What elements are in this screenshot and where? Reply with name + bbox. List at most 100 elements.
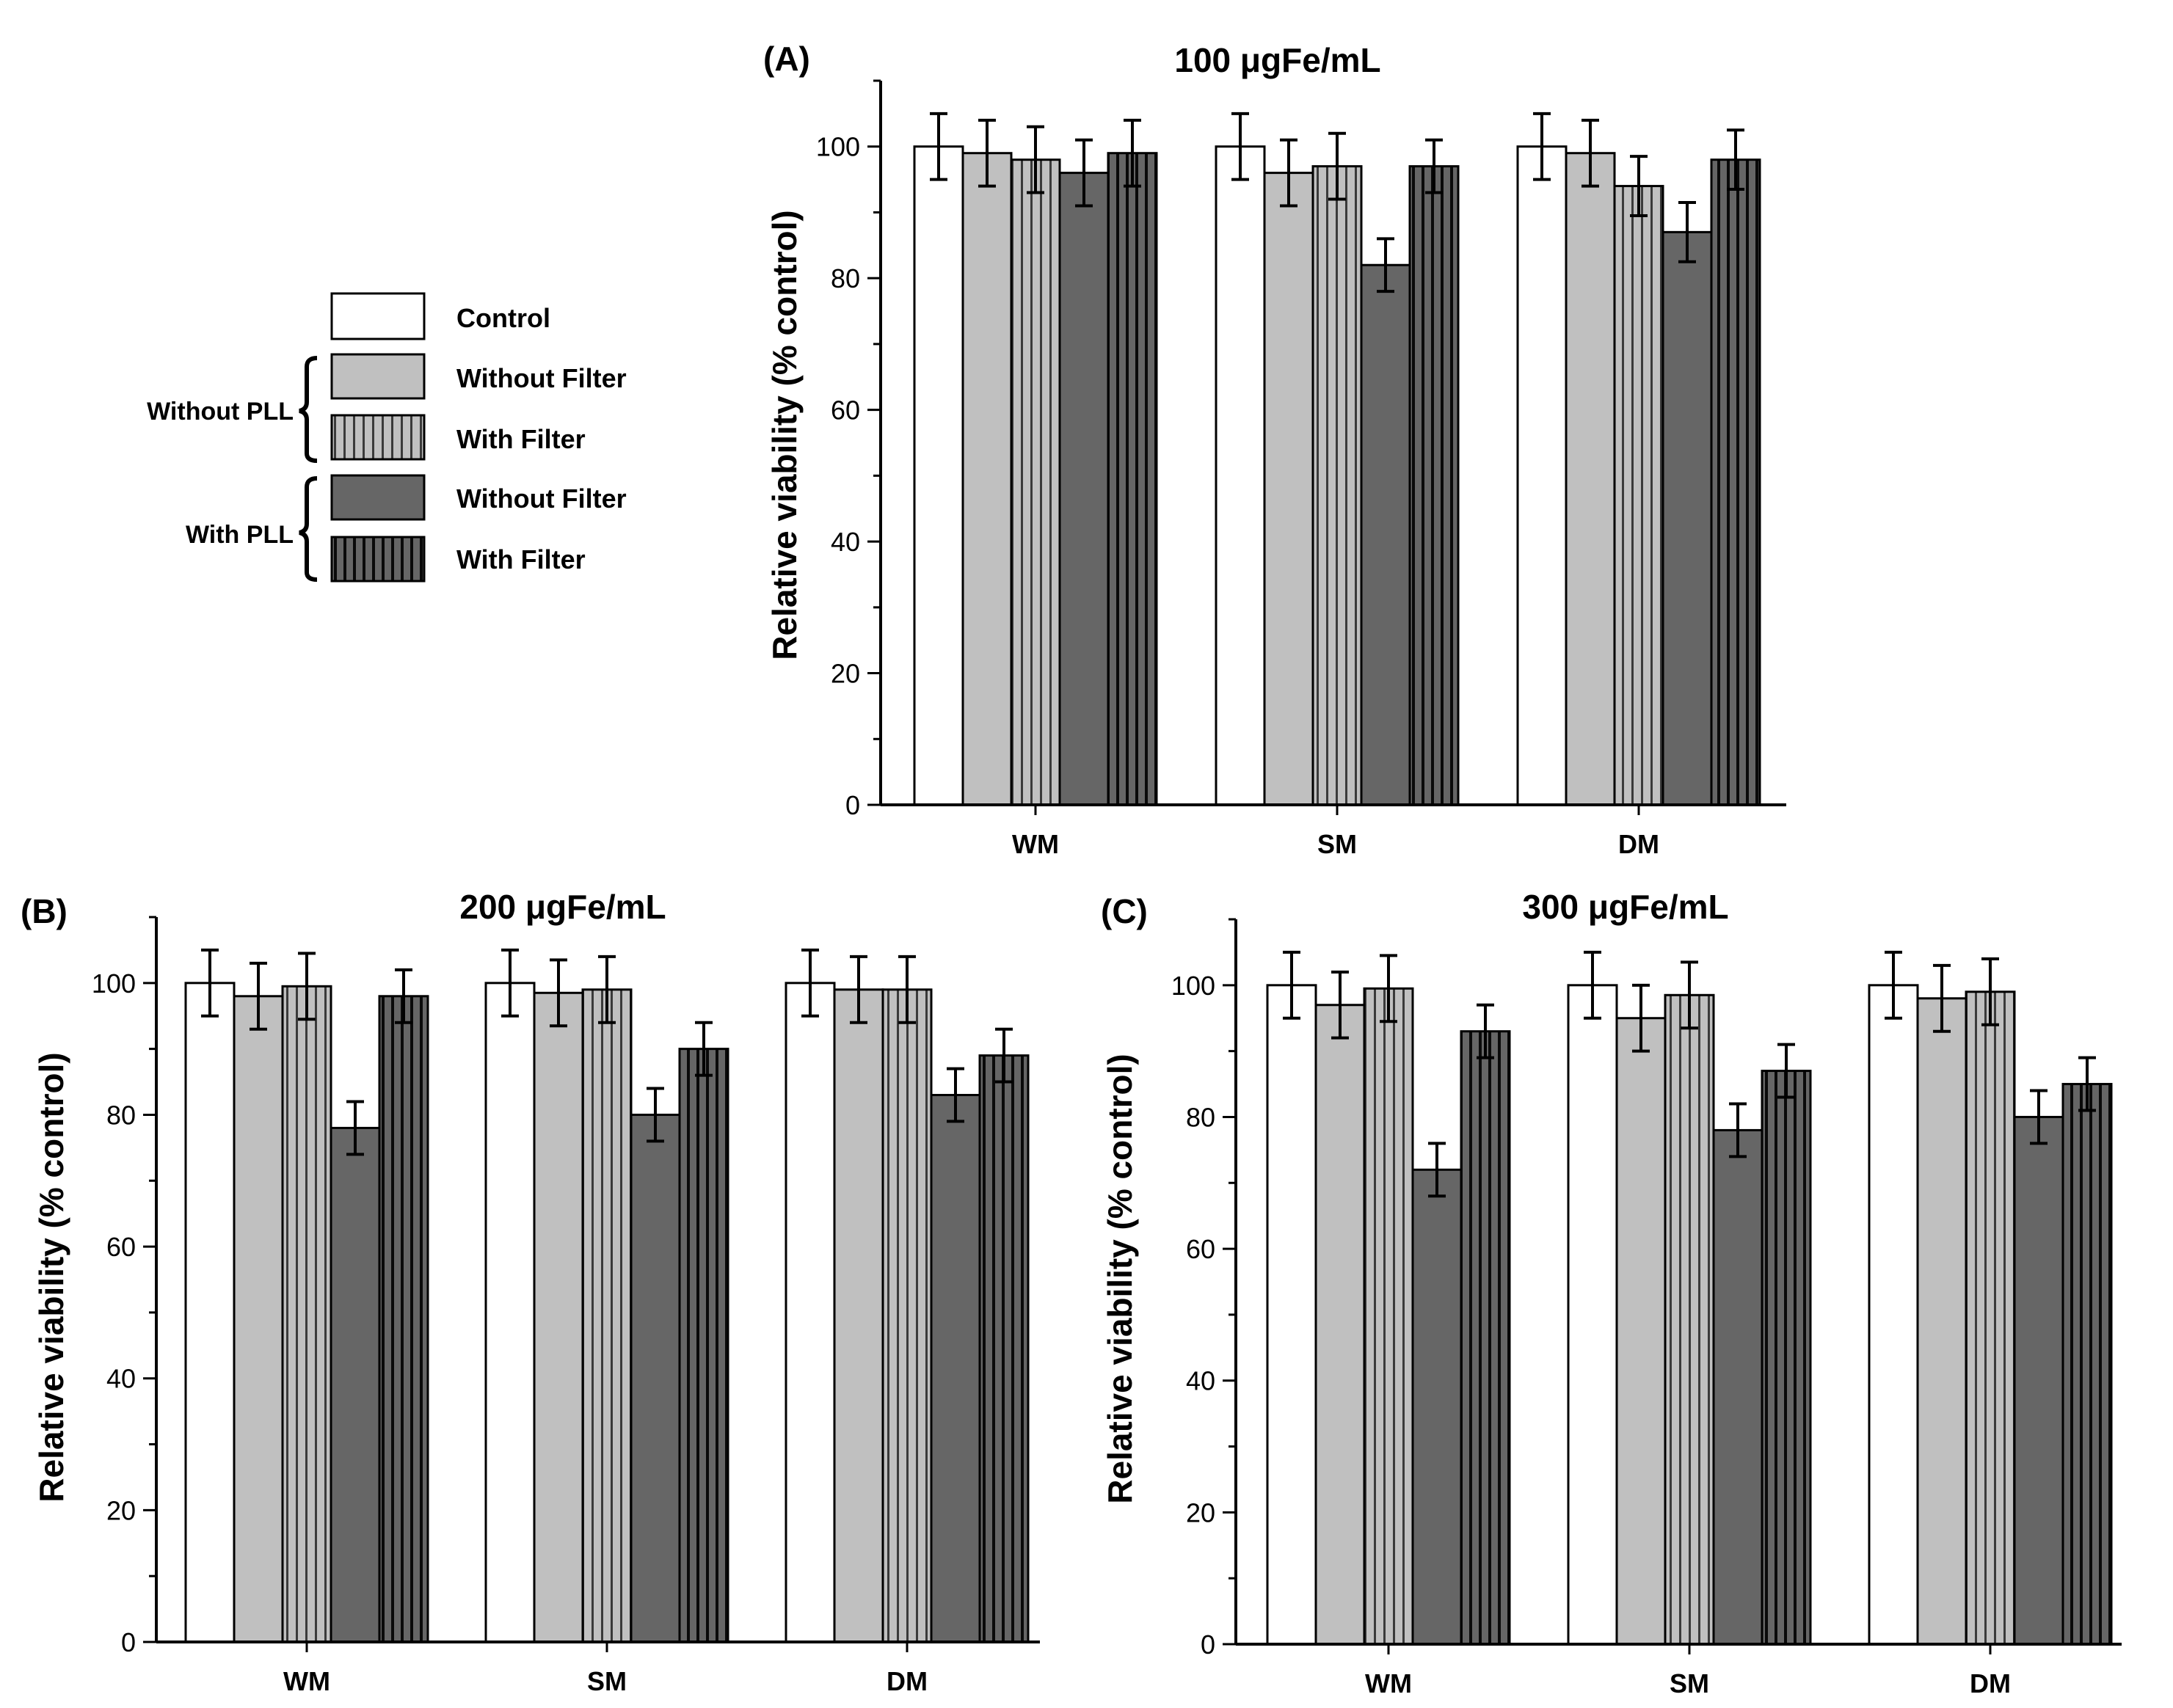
bar-a-wm-pll-nofilter: [1058, 172, 1110, 806]
panel-c-category-label-sm: SM: [1670, 1668, 1709, 1698]
panel-c-ylabel: Relative viability (% control): [1101, 1054, 1139, 1503]
bar-a-wm-nopll-nofilter: [961, 152, 1013, 806]
panel-c-category-label-dm: DM: [1970, 1668, 2011, 1698]
panel-b-category-label-wm: WM: [283, 1666, 330, 1696]
panel-c-y-tick-label-20: 20: [1186, 1497, 1215, 1528]
bar-b-dm-pll-filter: [978, 1054, 1030, 1643]
bar-c-dm-pll-filter: [2061, 1083, 2113, 1646]
panel-b-y-tick-label-20: 20: [106, 1495, 136, 1525]
legend-swatch-without-pll-with-filter: [330, 414, 426, 461]
legend-swatch-with-pll-without-filter: [330, 474, 426, 521]
bar-c-wm-nopll-filter: [1363, 987, 1414, 1646]
bar-b-wm-nopll-filter: [281, 985, 332, 1643]
bar-b-dm-nopll-filter: [881, 988, 933, 1643]
panel-a-y-tick-label-60: 60: [831, 395, 860, 426]
panel-c-y-tick-label-100: 100: [1171, 971, 1215, 1001]
panel-a: (A) 100 μgFe/mL Relative viability (% co…: [763, 40, 1786, 859]
bar-b-sm-pll-nofilter: [630, 1113, 681, 1643]
legend-swatch-control: [330, 292, 426, 340]
panel-b-y-tick-label-80: 80: [106, 1100, 136, 1130]
panel-a-y-tick-label-80: 80: [831, 263, 860, 293]
legend-swatch-without-pll-without-filter: [330, 353, 426, 400]
panel-a-category-label-wm: WM: [1012, 829, 1059, 859]
panel-a-plot: WM SM DM 0 20 40 60 80 100: [816, 79, 1786, 859]
bar-c-sm-nopll-filter: [1664, 993, 1715, 1646]
panel-c-y-tick-label-60: 60: [1186, 1234, 1215, 1264]
panel-a-y-tick-label-40: 40: [831, 527, 860, 557]
bar-a-wm-control: [913, 145, 964, 806]
bar-c-sm-nopll-nofilter: [1615, 1017, 1667, 1646]
panel-c-title: 300 μgFe/mL: [1522, 888, 1728, 926]
panel-c-y-tick-label-80: 80: [1186, 1102, 1215, 1132]
bar-c-dm-nopll-nofilter: [1916, 997, 1968, 1646]
legend-group-without-pll: Without PLL: [147, 398, 294, 426]
panel-a-category-label-sm: SM: [1317, 829, 1357, 859]
bar-c-dm-control: [1868, 984, 1919, 1646]
bar-a-sm-pll-filter: [1408, 165, 1460, 806]
bar-c-sm-pll-filter: [1761, 1070, 1812, 1646]
bar-a-wm-nopll-filter: [1010, 158, 1061, 806]
legend-brace-without-pll: [299, 356, 318, 463]
legend: Control Without Filter With Filter Witho…: [147, 292, 627, 583]
panel-b-y-tick-label-60: 60: [106, 1232, 136, 1262]
panel-b-y-tick-label-0: 0: [121, 1627, 136, 1657]
panel-b-plot: WM SM DM 0 20 40 60 80 100: [92, 916, 1040, 1696]
panel-b-label: (B): [21, 892, 68, 930]
legend-label-without-pll-without-filter: Without Filter: [456, 363, 627, 393]
panel-c-label: (C): [1101, 892, 1148, 930]
bar-a-dm-pll-nofilter: [1661, 230, 1713, 806]
panel-b-category-label-sm: SM: [587, 1666, 627, 1696]
legend-label-with-pll-without-filter: Without Filter: [456, 483, 627, 514]
legend-group-with-pll: With PLL: [186, 521, 294, 549]
bar-a-dm-nopll-nofilter: [1565, 152, 1616, 806]
bar-a-wm-pll-filter: [1107, 152, 1158, 806]
bar-b-sm-nopll-filter: [581, 988, 633, 1643]
panel-a-y-tick-label-20: 20: [831, 659, 860, 689]
bar-c-wm-control: [1266, 984, 1317, 1646]
panel-a-y-tick-label-0: 0: [845, 790, 860, 820]
legend-label-with-pll-with-filter: With Filter: [456, 544, 586, 574]
panel-c: (C) 300 μgFe/mL Relative viability (% co…: [1101, 888, 2122, 1698]
bar-a-dm-control: [1516, 145, 1568, 806]
legend-swatch-with-pll-with-filter: [330, 536, 426, 583]
bar-b-wm-nopll-nofilter: [233, 995, 284, 1643]
bar-a-sm-nopll-nofilter: [1263, 172, 1314, 806]
bar-c-wm-nopll-nofilter: [1314, 1004, 1366, 1646]
legend-label-control: Control: [456, 303, 550, 333]
bar-a-dm-pll-filter: [1710, 158, 1761, 806]
bar-c-sm-control: [1567, 984, 1618, 1646]
bar-a-sm-control: [1215, 145, 1266, 806]
panel-c-plot: WM SM DM 0 20 40 60 80 100: [1171, 918, 2122, 1698]
bar-b-wm-pll-filter: [378, 995, 429, 1643]
bar-a-sm-pll-nofilter: [1360, 263, 1411, 806]
legend-brace-with-pll: [299, 476, 318, 582]
bar-b-dm-nopll-nofilter: [833, 988, 884, 1643]
panel-b-ylabel: Relative viability (% control): [32, 1052, 70, 1502]
bar-b-sm-pll-filter: [678, 1048, 729, 1643]
bar-c-sm-pll-nofilter: [1712, 1128, 1763, 1646]
panel-a-label: (A): [763, 40, 810, 78]
panel-c-y-tick-label-40: 40: [1186, 1366, 1215, 1396]
bar-b-dm-control: [785, 982, 836, 1643]
bar-c-dm-pll-nofilter: [2013, 1115, 2064, 1646]
panel-c-category-label-wm: WM: [1365, 1668, 1412, 1698]
panel-b-y-tick-label-100: 100: [92, 968, 136, 999]
panel-b: (B) 200 μgFe/mL Relative viability (% co…: [21, 888, 1040, 1696]
bar-a-sm-nopll-filter: [1311, 165, 1363, 806]
legend-label-without-pll-with-filter: With Filter: [456, 424, 586, 454]
panel-a-category-label-dm: DM: [1618, 829, 1659, 859]
bar-b-sm-nopll-nofilter: [533, 991, 584, 1643]
bar-a-dm-nopll-filter: [1613, 185, 1664, 806]
bar-b-sm-control: [484, 982, 536, 1643]
panel-b-y-tick-label-40: 40: [106, 1364, 136, 1394]
panel-a-title: 100 μgFe/mL: [1174, 41, 1380, 79]
bar-c-wm-pll-nofilter: [1411, 1168, 1463, 1646]
panel-a-y-tick-label-100: 100: [816, 132, 860, 162]
bar-c-dm-nopll-filter: [1965, 990, 2016, 1646]
panel-b-title: 200 μgFe/mL: [459, 888, 666, 926]
bar-b-wm-pll-nofilter: [330, 1126, 381, 1643]
bar-c-wm-pll-filter: [1460, 1030, 1511, 1646]
bar-b-wm-control: [184, 982, 236, 1643]
panel-a-ylabel: Relative viability (% control): [765, 210, 804, 660]
